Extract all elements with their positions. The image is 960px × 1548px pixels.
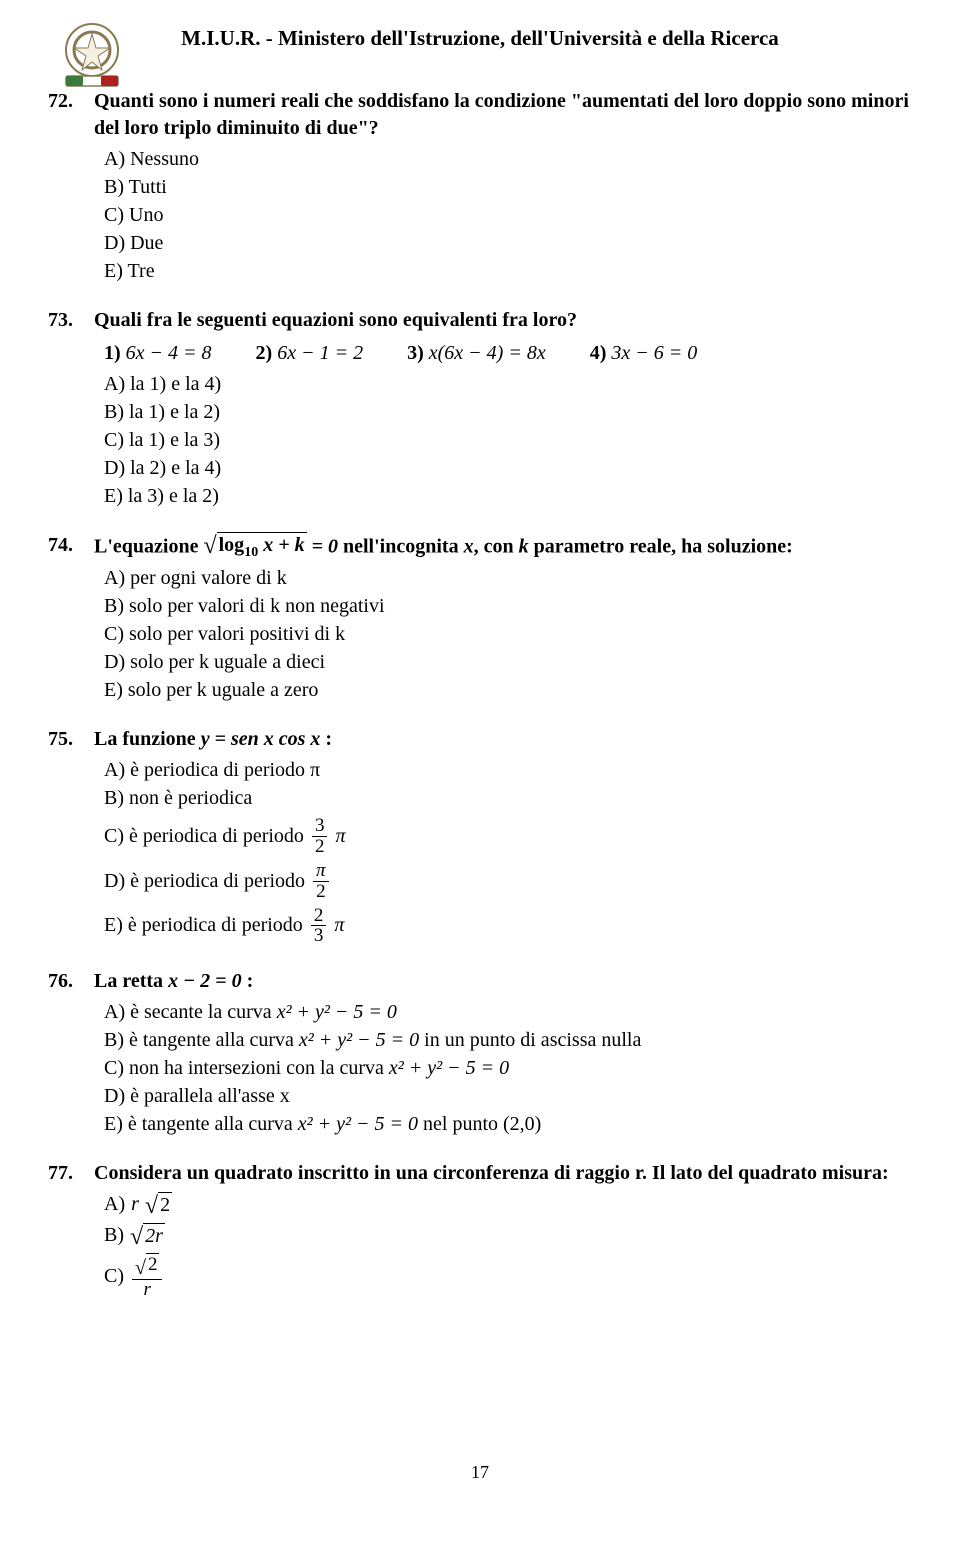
q73-eq3: 3) x(6x − 4) = 8x xyxy=(407,340,546,367)
q73-opt-c: C) la 1) e la 3) xyxy=(104,427,912,454)
q73-opt-a: A) la 1) e la 4) xyxy=(104,371,912,398)
q74-opt-e: E) solo per k uguale a zero xyxy=(104,677,912,704)
fraction: 23 xyxy=(311,906,327,947)
q72-opt-a: A) Nessuno xyxy=(104,146,912,173)
q73-opt-e: E) la 3) e la 2) xyxy=(104,483,912,510)
q76-opt-c: C) non ha intersezioni con la curva x² +… xyxy=(104,1055,912,1082)
q75-opt-a: A) è periodica di periodo π xyxy=(104,757,912,784)
q75-options: A) è periodica di periodo π B) non è per… xyxy=(104,757,912,947)
q77-opt-a: A) r √2 xyxy=(104,1191,912,1218)
q73-opt-d: D) la 2) e la 4) xyxy=(104,455,912,482)
q75-text: La funzione y = sen x cos x : xyxy=(94,726,332,753)
q76-opt-d: D) è parallela all'asse x xyxy=(104,1083,912,1110)
state-emblem-icon xyxy=(56,18,128,94)
q76-opt-e: E) è tangente alla curva x² + y² − 5 = 0… xyxy=(104,1111,912,1138)
q74-text: L'equazione √ log10 x + k = 0 nell'incog… xyxy=(94,532,793,560)
sqrt-icon: √2r xyxy=(130,1223,165,1248)
q74-options: A) per ogni valore di k B) solo per valo… xyxy=(104,565,912,704)
q74-opt-d: D) solo per k uguale a dieci xyxy=(104,649,912,676)
q75-opt-d: D) è periodica di periodo π2 xyxy=(104,861,912,902)
q75-prompt: 75. La funzione y = sen x cos x : xyxy=(48,726,912,753)
q72-options: A) Nessuno B) Tutti C) Uno D) Due E) Tre xyxy=(104,146,912,285)
q76-text: La retta x − 2 = 0 : xyxy=(94,968,253,995)
question-76: 76. La retta x − 2 = 0 : A) è secante la… xyxy=(48,968,912,1138)
q73-equations: 1) 6x − 4 = 8 2) 6x − 1 = 2 3) x(6x − 4)… xyxy=(104,340,912,367)
q74-opt-c: C) solo per valori positivi di k xyxy=(104,621,912,648)
header-title: M.I.U.R. - Ministero dell'Istruzione, de… xyxy=(181,24,779,52)
radical-icon: √ xyxy=(203,536,216,558)
page-header: M.I.U.R. - Ministero dell'Istruzione, de… xyxy=(48,24,912,52)
q72-opt-b: B) Tutti xyxy=(104,174,912,201)
fraction: π2 xyxy=(313,861,329,902)
q75-opt-c: C) è periodica di periodo 32 π xyxy=(104,816,912,857)
q76-prompt: 76. La retta x − 2 = 0 : xyxy=(48,968,912,995)
q73-text: Quali fra le seguenti equazioni sono equ… xyxy=(94,307,577,334)
q73-eq2: 2) 6x − 1 = 2 xyxy=(256,340,364,367)
q72-number: 72. xyxy=(48,88,84,142)
page-root: M.I.U.R. - Ministero dell'Istruzione, de… xyxy=(0,0,960,1500)
q77-number: 77. xyxy=(48,1160,84,1187)
q73-opt-b: B) la 1) e la 2) xyxy=(104,399,912,426)
q77-text: Considera un quadrato inscritto in una c… xyxy=(94,1160,889,1187)
q75-opt-e: E) è periodica di periodo 23 π xyxy=(104,906,912,947)
q72-text: Quanti sono i numeri reali che soddisfan… xyxy=(94,88,912,142)
q72-opt-e: E) Tre xyxy=(104,258,912,285)
question-75: 75. La funzione y = sen x cos x : A) è p… xyxy=(48,726,912,947)
q72-prompt: 72. Quanti sono i numeri reali che soddi… xyxy=(48,88,912,142)
q75-opt-b: B) non è periodica xyxy=(104,785,912,812)
question-73: 73. Quali fra le seguenti equazioni sono… xyxy=(48,307,912,510)
q74-opt-b: B) solo per valori di k non negativi xyxy=(104,593,912,620)
q76-opt-a: A) è secante la curva x² + y² − 5 = 0 xyxy=(104,999,912,1026)
sqrt-icon: √2 xyxy=(145,1192,172,1217)
q74-number: 74. xyxy=(48,532,84,560)
q75-number: 75. xyxy=(48,726,84,753)
q77-options: A) r √2 B) √2r C) √2 r xyxy=(104,1191,912,1300)
q73-eq4: 4) 3x − 6 = 0 xyxy=(590,340,698,367)
q72-opt-c: C) Uno xyxy=(104,202,912,229)
q73-options: A) la 1) e la 4) B) la 1) e la 2) C) la … xyxy=(104,371,912,510)
sqrt-icon: √2 xyxy=(135,1253,159,1277)
fraction: 32 xyxy=(312,816,328,857)
question-72: 72. Quanti sono i numeri reali che soddi… xyxy=(48,88,912,285)
fraction: √2 r xyxy=(132,1253,162,1300)
q77-prompt: 77. Considera un quadrato inscritto in u… xyxy=(48,1160,912,1187)
q72-opt-d: D) Due xyxy=(104,230,912,257)
q76-opt-b: B) è tangente alla curva x² + y² − 5 = 0… xyxy=(104,1027,912,1054)
q77-opt-c: C) √2 r xyxy=(104,1253,912,1300)
q73-prompt: 73. Quali fra le seguenti equazioni sono… xyxy=(48,307,912,334)
q73-number: 73. xyxy=(48,307,84,334)
q73-eq1: 1) 6x − 4 = 8 xyxy=(104,340,212,367)
question-77: 77. Considera un quadrato inscritto in u… xyxy=(48,1160,912,1300)
q74-opt-a: A) per ogni valore di k xyxy=(104,565,912,592)
q74-sqrt: √ log10 x + k xyxy=(203,532,306,557)
q74-prompt: 74. L'equazione √ log10 x + k = 0 nell'i… xyxy=(48,532,912,560)
q76-options: A) è secante la curva x² + y² − 5 = 0 B)… xyxy=(104,999,912,1138)
q76-number: 76. xyxy=(48,968,84,995)
q77-opt-b: B) √2r xyxy=(104,1222,912,1249)
page-number: 17 xyxy=(0,1460,960,1484)
question-74: 74. L'equazione √ log10 x + k = 0 nell'i… xyxy=(48,532,912,703)
